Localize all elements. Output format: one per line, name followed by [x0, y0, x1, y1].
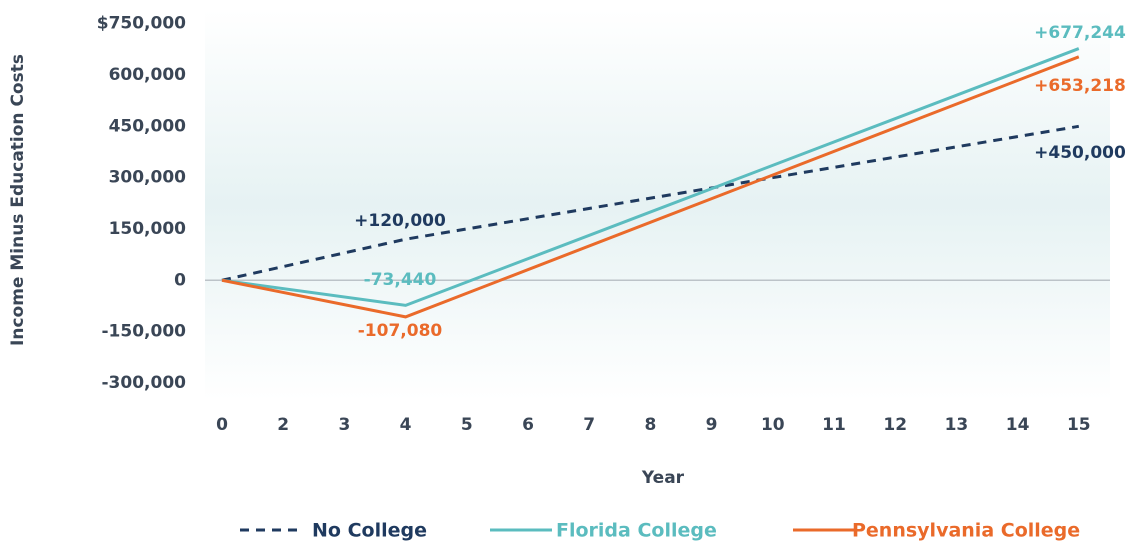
- x-tick-label: 6: [522, 415, 534, 435]
- line: [221, 124, 1080, 282]
- x-tick-label: 2: [277, 415, 289, 435]
- x-tick-label: 4: [400, 415, 412, 435]
- x-tick-label: 9: [706, 415, 718, 435]
- x-tick-label: 7: [583, 415, 595, 435]
- x-axis-title: Year: [641, 468, 685, 488]
- data-label: +120,000: [354, 211, 446, 231]
- y-tick-label: $750,000: [97, 14, 186, 34]
- x-tick-label: 12: [883, 415, 907, 435]
- x-tick-label: 5: [461, 415, 473, 435]
- x-tick-label: 10: [761, 415, 785, 435]
- legend-label: No College: [312, 520, 427, 542]
- data-label: +677,244: [1034, 23, 1126, 43]
- data-label: +450,000: [1034, 143, 1126, 163]
- legend-label: Florida College: [556, 520, 717, 542]
- x-tick-label: 13: [945, 415, 969, 435]
- x-tick-label: 8: [644, 415, 656, 435]
- legend-label: Pennsylvania College: [852, 520, 1080, 542]
- y-tick-label: 600,000: [109, 65, 187, 85]
- line: [221, 47, 1080, 307]
- x-tick-label: 15: [1067, 415, 1091, 435]
- line: [221, 55, 1080, 319]
- x-tick-label: 14: [1006, 415, 1030, 435]
- data-label: +653,218: [1034, 76, 1126, 96]
- data-label: -107,080: [358, 321, 443, 341]
- plot-background: [205, 10, 1110, 400]
- x-tick-label: 0: [216, 415, 228, 435]
- x-tick-label: 3: [338, 415, 350, 435]
- x-tick-label: 11: [822, 415, 846, 435]
- y-tick-label: 150,000: [109, 219, 187, 239]
- y-tick-label: 300,000: [109, 168, 187, 188]
- y-tick-label: 450,000: [109, 116, 187, 136]
- y-tick-label: 0: [174, 270, 186, 290]
- y-tick-label: -150,000: [102, 322, 187, 342]
- y-axis-title: Income Minus Education Costs: [8, 54, 28, 346]
- y-tick-label: -300,000: [102, 373, 187, 393]
- data-label: -73,440: [364, 270, 437, 290]
